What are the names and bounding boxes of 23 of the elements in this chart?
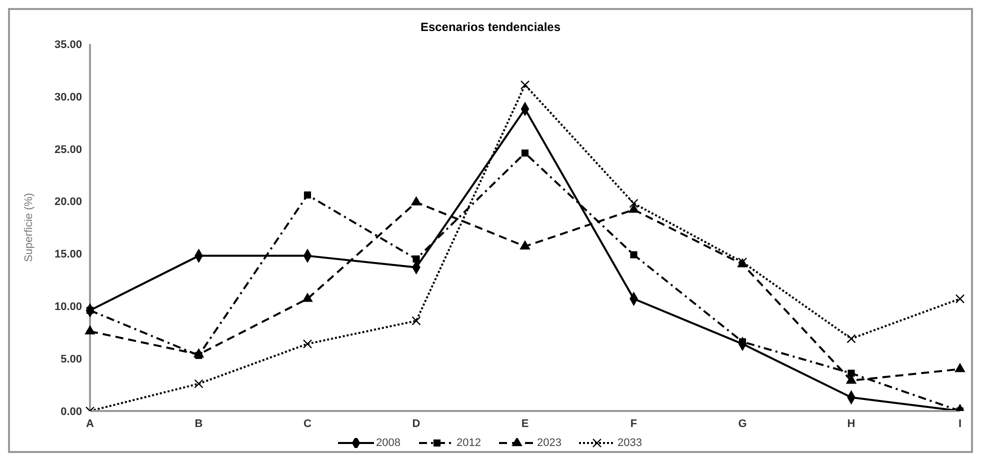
x-tick-label: C: [304, 418, 312, 430]
x-tick-label: F: [630, 418, 638, 430]
x-tick-label: A: [86, 418, 94, 430]
y-tick-label: 35.00: [54, 38, 82, 51]
y-tick-label: 0.00: [60, 406, 82, 418]
legend-label: 2008: [375, 437, 401, 449]
x-tick-label: B: [194, 418, 203, 430]
y-tick-label: 10.00: [54, 301, 82, 314]
x-tick-label: H: [847, 418, 856, 430]
chart-title: Escenarios tendenciales: [419, 20, 562, 34]
x-tick-label: G: [738, 418, 747, 430]
y-tick-label: 15.00: [54, 248, 82, 261]
x-tick-label: D: [412, 418, 420, 430]
x-tick-label: E: [521, 418, 529, 430]
y-tick-label: 5.00: [60, 353, 82, 366]
legend-label: 2033: [616, 437, 642, 449]
x-tick-label: I: [958, 418, 962, 430]
y-tick-label: 25.00: [54, 144, 82, 156]
legend-label: 2012: [456, 437, 481, 449]
legend-label: 2023: [536, 437, 562, 449]
y-tick-label: 20.00: [54, 196, 82, 208]
y-axis-title: Superficie (%): [22, 192, 35, 262]
y-tick-label: 30.00: [54, 91, 82, 104]
